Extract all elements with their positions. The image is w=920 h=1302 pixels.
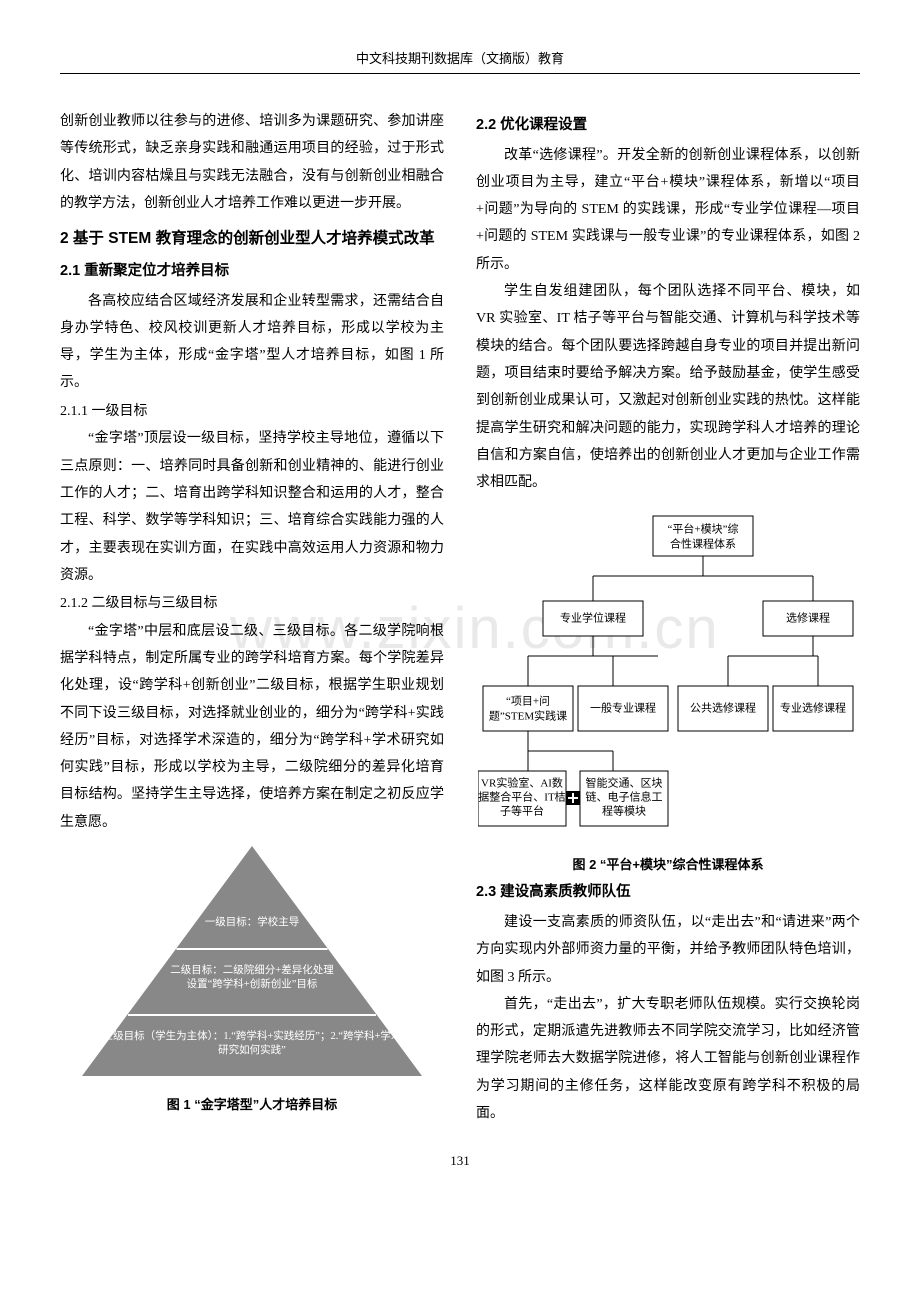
section-2-1-2-title: 2.1.2 二级目标与三级目标 bbox=[60, 591, 444, 618]
tree-pub-elect: 公共选修课程 bbox=[690, 701, 756, 715]
section-2-1-1-title: 2.1.1 一级目标 bbox=[60, 399, 444, 426]
pyramid-level-2: 二级目标：二级院细分+差异化处理设置“跨学科+创新创业”目标 bbox=[122, 964, 382, 992]
intro-paragraph: 创新创业教师以往参与的进修、培训多为课题研究、参加讲座等传统形式，缺乏亲身实践和… bbox=[60, 108, 444, 217]
section-2-1-para: 各高校应结合区域经济发展和企业转型需求，还需结合自身办学特色、校风校训更新人才培… bbox=[60, 288, 444, 397]
tree-mod-l3: 程等模块 bbox=[602, 804, 646, 818]
tree-mod-l2: 链、电子信息工 bbox=[586, 790, 663, 804]
section-2-2-title: 2.2 优化课程设置 bbox=[476, 112, 860, 140]
section-2-1-title: 2.1 重新聚定位才培养目标 bbox=[60, 258, 444, 286]
page-number: 131 bbox=[60, 1153, 860, 1169]
left-column: 创新创业教师以往参与的进修、培训多为课题研究、参加讲座等传统形式，缺乏亲身实践和… bbox=[60, 108, 444, 1127]
right-column: 2.2 优化课程设置 改革“选修课程”。开发全新的创新创业课程体系，以创新创业项… bbox=[476, 108, 860, 1127]
figure-2: “平台+模块”综 合性课程体系 专业学位课程 选修课程 “项目+问 题”STEM… bbox=[476, 506, 860, 873]
tree-plat-l3: 子等平台 bbox=[500, 804, 544, 818]
section-2-3-p1: 建设一支高素质的师资队伍，以“走出去”和“请进来”两个方向实现内外部师资力量的平… bbox=[476, 909, 860, 991]
tree-root-l2: 合性课程体系 bbox=[670, 537, 736, 551]
section-2-title: 2 基于 STEM 教育理念的创新创业型人才培养模式改革 bbox=[60, 227, 444, 252]
tree-diagram: “平台+模块”综 合性课程体系 专业学位课程 选修课程 “项目+问 题”STEM… bbox=[478, 506, 858, 846]
pyramid-level-1: 一级目标：学校主导 bbox=[122, 916, 382, 930]
figure-1-caption: 图 1 “金字塔型”人才培养目标 bbox=[60, 1094, 444, 1113]
figure-1: 一级目标：学校主导 二级目标：二级院细分+差异化处理设置“跨学科+创新创业”目标… bbox=[60, 846, 444, 1113]
tree-stem-l1: “项目+问 bbox=[506, 695, 550, 708]
tree-root-l1: “平台+模块”综 bbox=[668, 522, 739, 536]
section-2-3-title: 2.3 建设高素质教师队伍 bbox=[476, 879, 860, 907]
figure-2-caption: 图 2 “平台+模块”综合性课程体系 bbox=[476, 854, 860, 873]
tree-plat-l2: 据整合平台、IT桔 bbox=[478, 790, 565, 804]
section-2-1-2-para: “金字塔”中层和底层设二级、三级目标。各二级学院响根据学科特点，制定所属专业的跨… bbox=[60, 618, 444, 836]
tree-elective: 选修课程 bbox=[786, 611, 830, 625]
tree-prof-elect: 专业选修课程 bbox=[780, 701, 846, 715]
journal-header: 中文科技期刊数据库（文摘版）教育 bbox=[60, 48, 860, 74]
tree-stem-l2: 题”STEM实践课 bbox=[489, 709, 567, 723]
pyramid-level-3: 三级目标（学生为主体）：1.“跨学科+实践经历”；2.“跨学科+学术研究如何实践… bbox=[102, 1030, 402, 1058]
section-2-2-p1: 改革“选修课程”。开发全新的创新创业课程体系，以创新创业项目为主导，建立“平台+… bbox=[476, 142, 860, 278]
pyramid-diagram: 一级目标：学校主导 二级目标：二级院细分+差异化处理设置“跨学科+创新创业”目标… bbox=[72, 846, 432, 1086]
tree-plat-l1: VR实验室、AI数 bbox=[481, 776, 563, 790]
tree-degree: 专业学位课程 bbox=[560, 611, 626, 625]
tree-general: 一般专业课程 bbox=[590, 701, 656, 715]
tree-mod-l1: 智能交通、区块 bbox=[586, 776, 663, 790]
section-2-1-1-para: “金字塔”顶层设一级目标，坚持学校主导地位，遵循以下三点原则：一、培养同时具备创… bbox=[60, 425, 444, 589]
section-2-3-p2: 首先，“走出去”，扩大专职老师队伍规模。实行交换轮岗的形式，定期派遣先进教师去不… bbox=[476, 991, 860, 1127]
section-2-2-p2: 学生自发组建团队，每个团队选择不同平台、模块，如 VR 实验室、IT 桔子等平台… bbox=[476, 278, 860, 496]
